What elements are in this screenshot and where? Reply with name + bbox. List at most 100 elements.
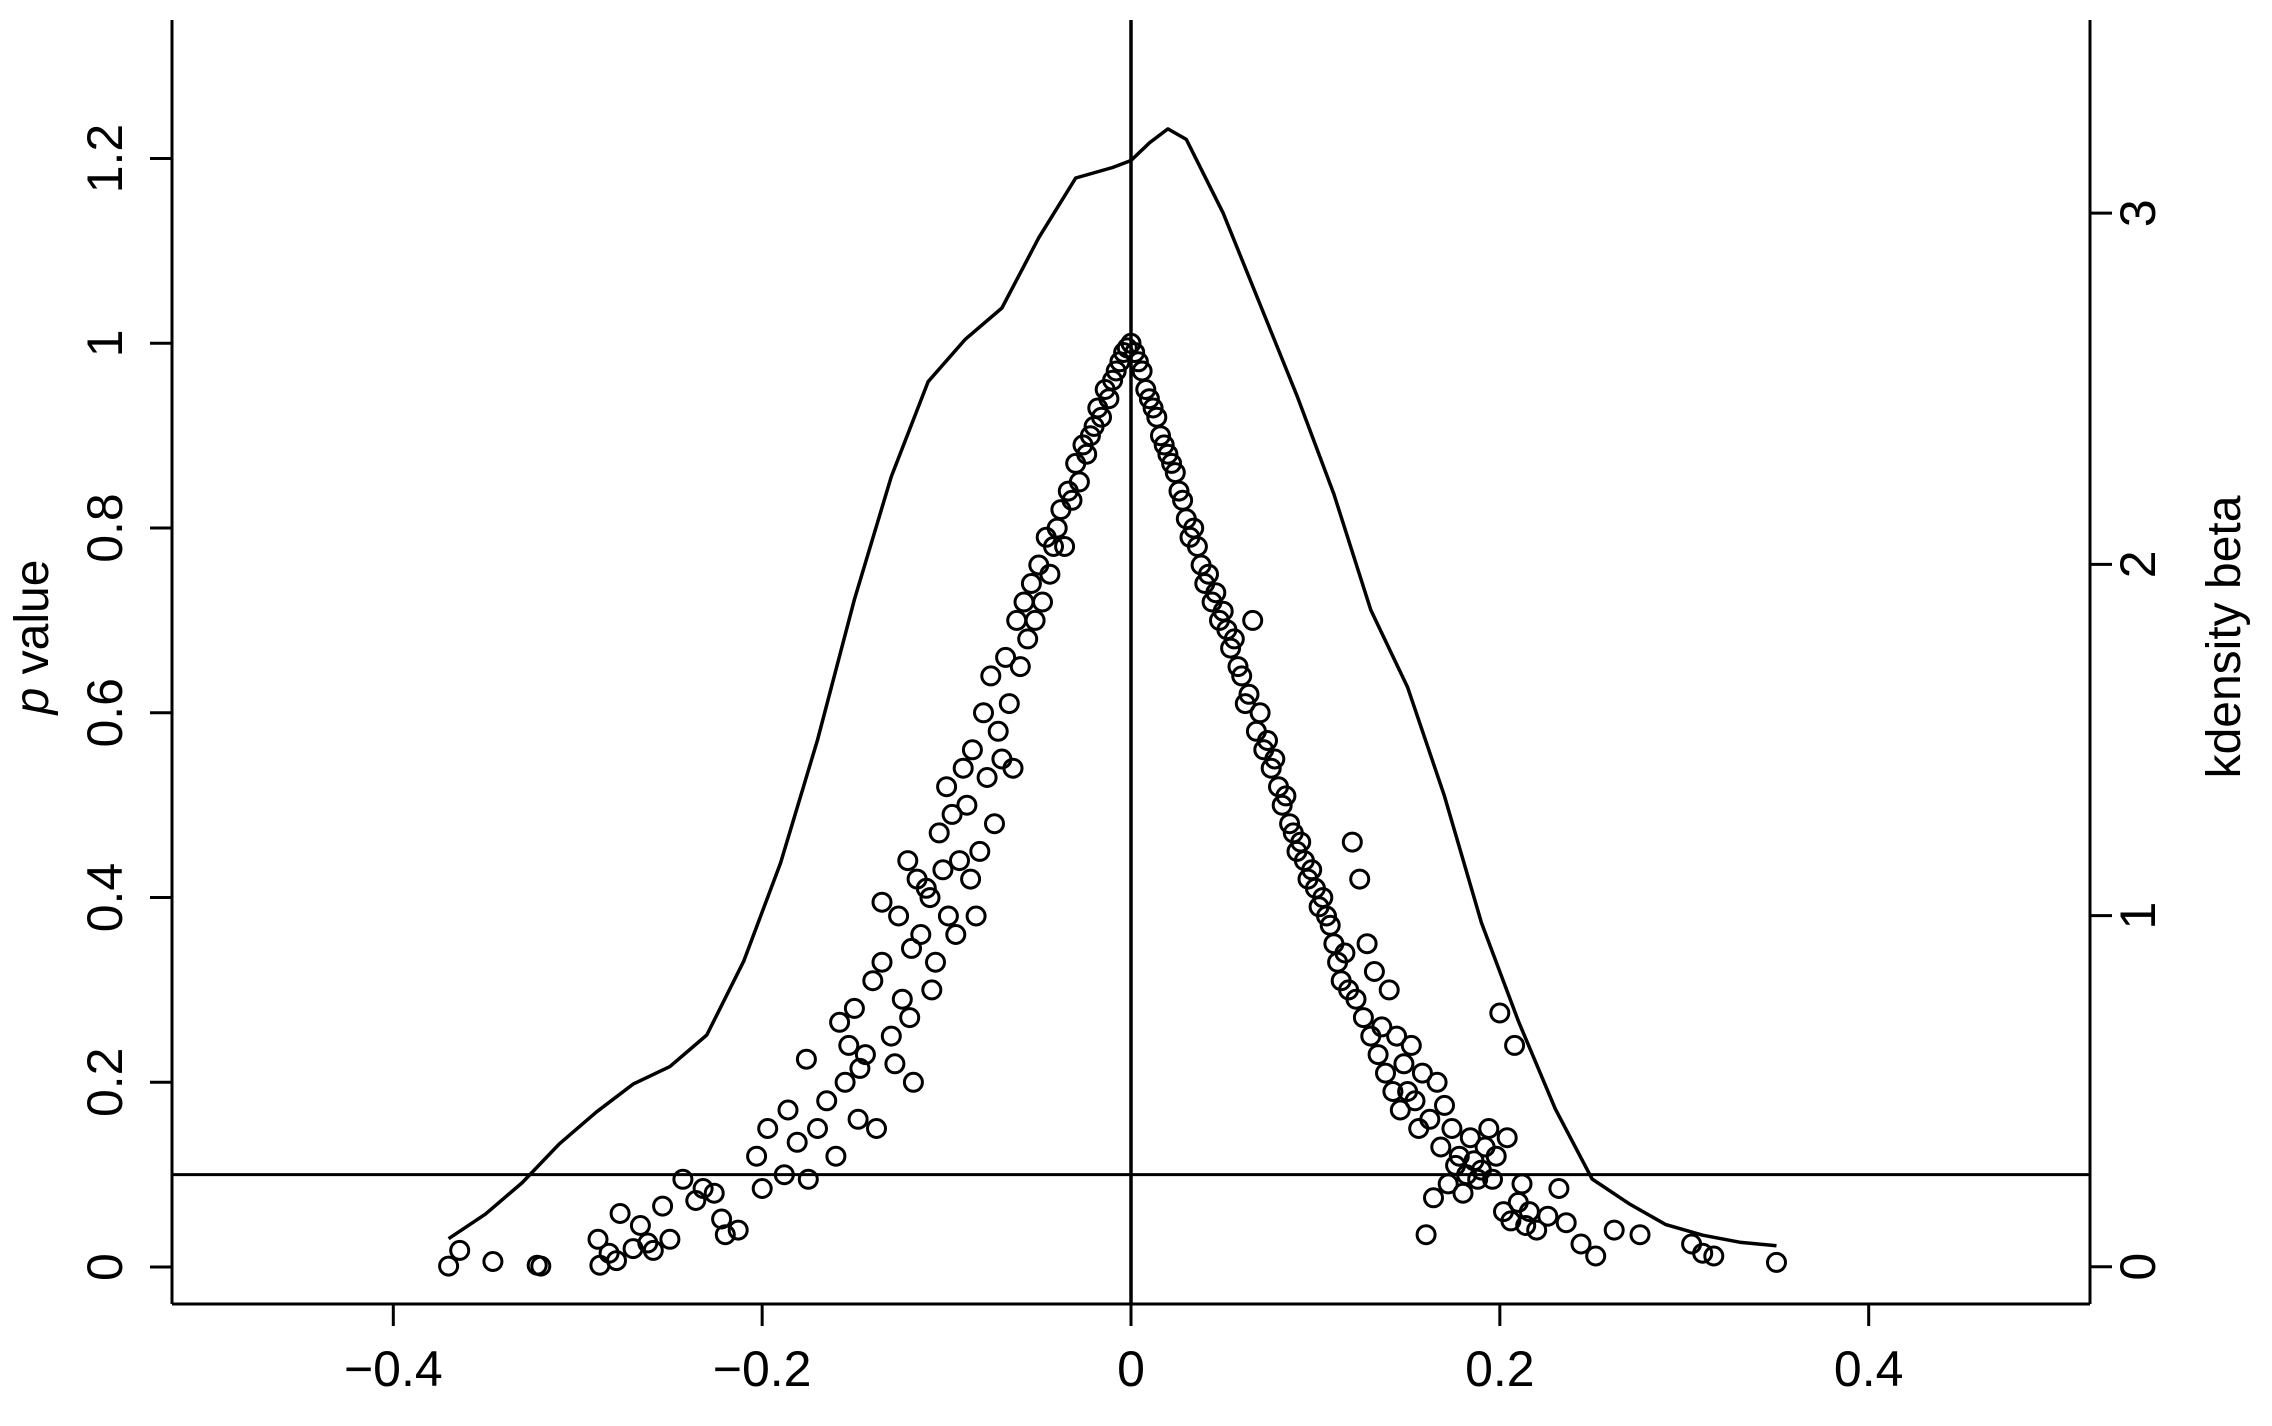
scatter-point-121	[1153, 434, 1175, 456]
scatter-point-35	[834, 1071, 856, 1093]
x-tick-label-0: −0.4	[344, 1341, 443, 1397]
scatter-point-191	[1411, 1062, 1433, 1084]
scatter-point-150	[1260, 757, 1282, 779]
scatter-point-2	[482, 1251, 504, 1272]
scatter-point-94	[1054, 536, 1076, 557]
scatter-point-9	[609, 1203, 631, 1224]
scatter-point-27	[777, 1099, 799, 1121]
scatter-point-31	[807, 1118, 828, 1139]
y-tick-label-2: 0.4	[77, 863, 133, 933]
y2-tick-label-1: 1	[2110, 902, 2166, 930]
scatter-point-223	[1548, 1178, 1570, 1199]
scatter-point-179	[1367, 1044, 1389, 1066]
scatter-point-43	[871, 951, 893, 973]
scatter-point-34	[829, 1011, 851, 1033]
scatter-point-142	[1231, 665, 1253, 687]
scatter-point-145	[1242, 609, 1264, 631]
scatter-point-49	[897, 850, 919, 872]
scatter-point-82	[1009, 656, 1031, 678]
scatter-point-198	[1437, 1173, 1459, 1195]
y2-tick-label-0: 0	[2110, 1253, 2166, 1281]
scatter-point-196	[1430, 1136, 1452, 1158]
scatter-point-224	[1555, 1212, 1577, 1234]
scatter-point-120	[1150, 425, 1171, 447]
scatter-point-211	[1485, 1145, 1507, 1167]
scatter-point-22	[727, 1219, 749, 1241]
reference-lines	[172, 20, 2090, 1304]
scatter-point-16	[672, 1168, 694, 1190]
y-tick-label-5: 1	[77, 329, 133, 357]
scatter-point-59	[928, 822, 950, 844]
scatter-point-202	[1452, 1182, 1474, 1204]
scatter-point-40	[854, 1044, 876, 1066]
scatter-point-4	[530, 1255, 552, 1277]
scatter-point-68	[960, 868, 982, 890]
scatter-point-37	[843, 997, 865, 1019]
scatter-point-183	[1382, 1081, 1404, 1102]
scatter-point-147	[1249, 702, 1271, 724]
scatter-point-181	[1375, 1062, 1396, 1084]
scatter-point-1	[449, 1239, 471, 1261]
y-axis-title-italic: p	[6, 688, 59, 717]
scatter-point-65	[949, 850, 970, 872]
scatter-point-50	[899, 1007, 921, 1029]
scatter-point-29	[797, 1168, 819, 1190]
scatter-point-8	[606, 1250, 627, 1272]
scatter-point-80	[1002, 757, 1024, 779]
scatter-point-46	[884, 1053, 906, 1075]
scatter-point-225	[1570, 1233, 1592, 1255]
scatter-point-101	[1079, 425, 1101, 447]
y2-tick-label-2: 2	[2110, 550, 2166, 578]
scatter-point-151	[1264, 748, 1286, 770]
scatter-point-172	[1341, 831, 1363, 853]
scatter-point-114	[1127, 351, 1149, 373]
y-axis-title-rest: value	[6, 560, 59, 688]
scatter-point-143	[1234, 693, 1256, 715]
scatter-point-67	[956, 794, 978, 816]
scatter-point-57	[921, 979, 943, 1001]
scatter-point-107	[1102, 369, 1124, 391]
scatter-point-139	[1220, 637, 1242, 659]
scatter-point-116	[1135, 379, 1157, 400]
axes-layer: −0.4 −0.2 0 0.2 0.4 0 0.2 0.4 0.6 0.8 1 1.2 0 1 2 3	[77, 20, 2166, 1397]
scatter-point-188	[1400, 1034, 1422, 1056]
scatter-point-45	[880, 1025, 902, 1047]
scatter-point-194	[1423, 1187, 1444, 1209]
scatter-point-199	[1441, 1118, 1463, 1139]
scatter-point-86	[1024, 609, 1046, 631]
scatter-point-227	[1603, 1219, 1625, 1241]
scatter-point-69	[961, 739, 983, 761]
scatter-point-175	[1352, 1007, 1374, 1029]
x-tick-label-3: 0.2	[1465, 1341, 1535, 1397]
scatter-point-26	[773, 1164, 795, 1186]
y2-tick-label-3: 3	[2110, 199, 2166, 227]
scatter-point-13	[642, 1239, 664, 1261]
scatter-point-230	[1692, 1242, 1714, 1264]
scatter-point-18	[692, 1178, 714, 1199]
scatter-point-133	[1198, 563, 1219, 585]
scatter-point-174	[1349, 868, 1371, 890]
scatter-point-15	[659, 1228, 681, 1250]
scatter-point-36	[838, 1034, 860, 1056]
scatter-point-84	[1017, 628, 1039, 650]
scatter-point-54	[910, 924, 932, 945]
scatter-point-32	[816, 1090, 838, 1112]
scatter-point-180	[1371, 1016, 1393, 1038]
scatter-point-140	[1223, 628, 1245, 650]
scatter-point-24	[751, 1178, 773, 1199]
scatter-point-25	[757, 1118, 779, 1139]
scatter-point-52	[902, 1071, 924, 1093]
scatter-points-layer	[438, 332, 1787, 1277]
scatter-point-176	[1356, 933, 1378, 955]
scatter-point-63	[941, 803, 963, 825]
scatter-point-51	[901, 937, 922, 959]
scatter-point-55	[915, 877, 937, 899]
scatter-point-193	[1419, 1108, 1441, 1130]
y-tick-label-1: 0.2	[77, 1048, 133, 1118]
scatter-point-122	[1157, 443, 1179, 465]
scatter-point-108	[1105, 360, 1127, 382]
scatter-point-76	[987, 720, 1009, 742]
scatter-point-71	[969, 840, 991, 862]
scatter-point-41	[862, 970, 884, 992]
